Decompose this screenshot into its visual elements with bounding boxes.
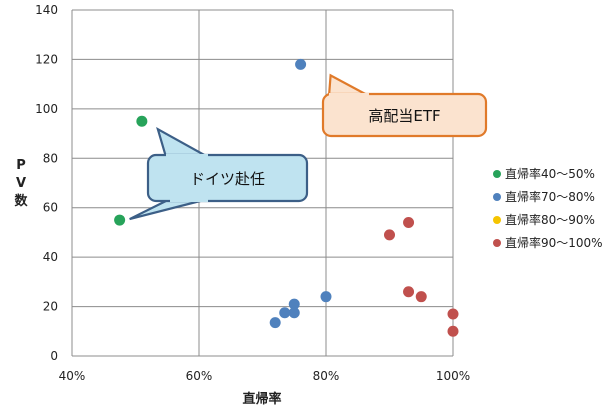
callout-label-germany: ドイツ赴任 [190,170,265,188]
data-point [269,317,281,329]
x-tick-label: 60% [186,369,213,383]
callout-box-germany [146,153,309,203]
callout-joint-etf [329,93,369,97]
x-tick-label: 100% [436,369,470,383]
x-tick-label: 40% [59,369,86,383]
y-tick-label: 140 [35,3,58,17]
y-tick-label: 100 [35,102,58,116]
data-point [403,286,415,298]
callouts: 高配当ETF ドイツ赴任 [129,73,488,221]
callout-label-etf: 高配当ETF [368,107,440,125]
legend-marker [493,170,501,178]
data-point [279,307,291,319]
callout-pointer-germany-top [156,126,213,159]
y-tick-label: 80 [43,151,58,165]
data-point [415,291,427,303]
data-points [114,58,459,337]
data-point [320,291,332,303]
data-point [295,58,307,70]
legend-marker [493,216,501,224]
x-tick-label: 80% [313,369,340,383]
data-point [114,214,126,226]
y-tick-label: 0 [50,349,58,363]
data-point [288,298,300,310]
legend-label: 直帰率40～50% [505,166,595,181]
legend-label: 直帰率80～90% [505,212,595,227]
data-point [447,308,459,320]
callout-joint-germany-bottom [170,198,208,202]
data-point [384,229,395,241]
legend: 直帰率40～50% 直帰率70～80% 直帰率80～90% 直帰率90～100% [493,166,603,250]
y-tick-label: 60 [43,201,58,215]
callout-joint-germany-top [166,154,208,158]
legend-marker [493,193,501,201]
y-tick-label: 40 [43,250,58,264]
y-tick-label: 120 [35,52,58,66]
x-axis-title: 直帰率 [242,391,281,407]
data-point [288,307,300,319]
y-tick-labels: 0 20 40 60 80 100 120 140 [35,3,58,363]
legend-marker [493,239,501,247]
x-tick-labels: 40% 60% 80% 100% [59,369,470,383]
callout-box-etf [321,92,488,138]
y-tick-label: 20 [43,300,58,314]
legend-label: 直帰率70～80% [505,189,595,204]
data-point [447,325,459,337]
data-point [136,115,148,127]
data-point [403,217,415,229]
legend-label: 直帰率90～100% [505,235,603,250]
